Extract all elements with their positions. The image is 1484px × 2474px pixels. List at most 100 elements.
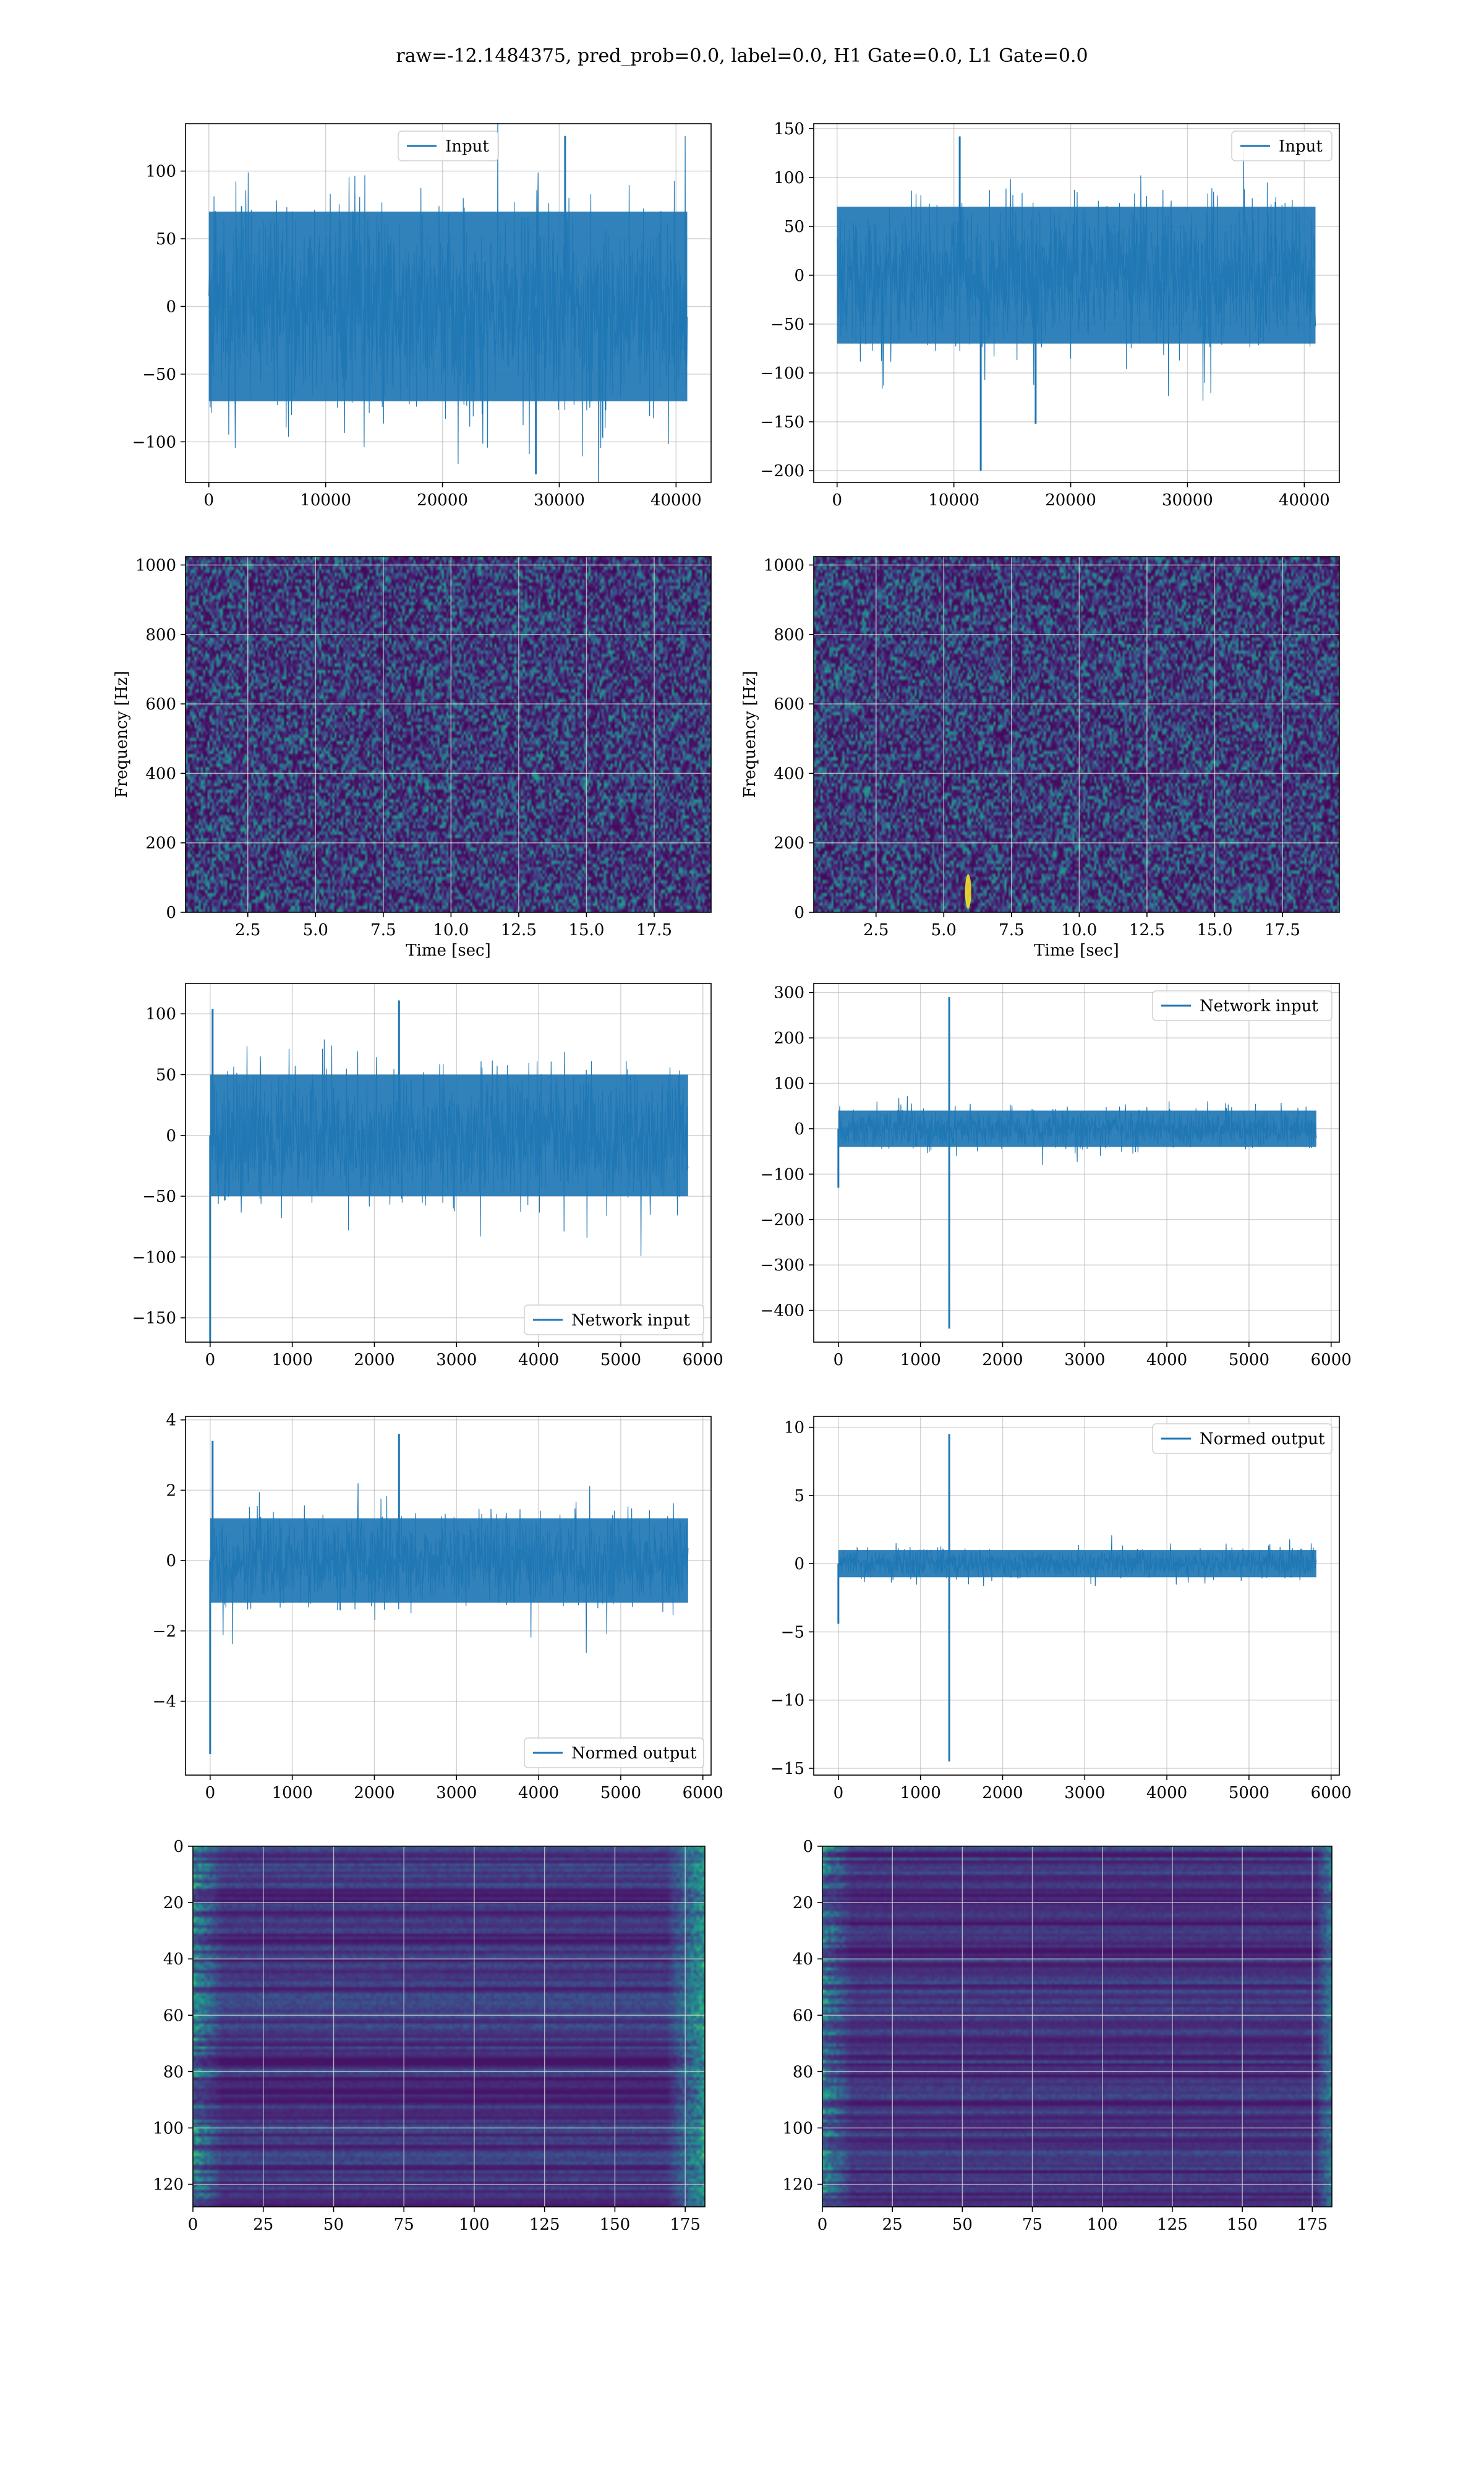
axes-frame	[813, 1416, 1340, 1776]
axes-frame	[185, 556, 712, 913]
x-tick-label: 17.5	[1264, 921, 1300, 940]
y-tick-label: 200	[774, 834, 804, 853]
y-tick-label: 0	[166, 1552, 176, 1570]
y-tick-label: 100	[145, 163, 176, 181]
x-tick-label: 1000	[272, 1351, 313, 1369]
x-tick-label: 75	[394, 2215, 414, 2234]
y-tick-label: 0	[166, 1127, 176, 1145]
x-tick-label: 12.5	[1129, 921, 1165, 940]
legend-box	[1152, 1423, 1333, 1454]
y-tick-label: −200	[761, 1211, 804, 1230]
legend-box	[1231, 131, 1333, 161]
subplot-h1-network-input: 0 1000 2000 3000 4000 5000 6000 −150 −100 −50 0 50 1…	[132, 983, 723, 1369]
y-tick-label: −4	[153, 1693, 176, 1711]
x-tick-label: 75	[1022, 2215, 1043, 2234]
y-tick-label: 1000	[764, 556, 804, 575]
y-tick-label: −200	[761, 462, 804, 481]
x-tick-label: 0	[834, 1351, 844, 1369]
x-tick-label: 12.5	[501, 921, 537, 940]
y-tick-label: −300	[761, 1256, 804, 1275]
x-tick-label: 5000	[600, 1784, 641, 1802]
heatmap-image	[814, 557, 1339, 912]
x-tick-label: 10000	[300, 491, 351, 510]
y-tick-label: 400	[774, 764, 804, 783]
y-tick-label: 0	[794, 1120, 804, 1139]
x-tick-label: 4000	[1146, 1351, 1187, 1369]
y-tick-label: 100	[782, 2119, 813, 2138]
x-tick-label: 10.0	[1061, 921, 1097, 940]
legend-box	[524, 1737, 704, 1768]
axes-frame	[192, 1846, 706, 2207]
y-axis-label: Frequency [Hz]	[113, 671, 131, 798]
axes-frame	[822, 1846, 1333, 2207]
y-tick-label: −50	[142, 366, 176, 384]
x-tick-label: 125	[529, 2215, 560, 2234]
y-tick-label: 50	[784, 218, 804, 236]
heatmap-image	[186, 557, 711, 912]
x-tick-label: 40000	[1279, 491, 1330, 510]
x-tick-label: 30000	[1162, 491, 1213, 510]
axes-frame	[185, 983, 712, 1343]
x-tick-label: 5000	[1229, 1351, 1269, 1369]
plot-area	[814, 1416, 1339, 1775]
plot-area	[193, 1846, 705, 2207]
x-tick-label: 7.5	[370, 921, 396, 940]
series-envelope	[838, 1110, 1316, 1147]
y-tick-label: 40	[793, 1950, 813, 1969]
x-tick-label: 175	[670, 2215, 701, 2234]
x-tick-label: 17.5	[636, 921, 672, 940]
x-tick-label: 5.0	[303, 921, 328, 940]
x-tick-label: 1000	[272, 1784, 313, 1802]
x-tick-label: 5000	[600, 1351, 641, 1369]
x-tick-label: 150	[1227, 2215, 1258, 2234]
legend: Input	[398, 131, 499, 161]
legend-label: Normed output	[571, 1744, 697, 1763]
y-tick-label: −100	[132, 433, 176, 452]
legend-box	[524, 1304, 704, 1335]
x-tick-label: 30000	[534, 491, 585, 510]
x-tick-label: 25	[253, 2215, 273, 2234]
y-tick-label: −400	[761, 1302, 804, 1320]
y-tick-label: −50	[770, 315, 804, 334]
axes-frame	[185, 1416, 712, 1776]
y-tick-label: 100	[774, 1075, 804, 1094]
legend-label: Input	[1279, 137, 1323, 156]
y-tick-label: 2	[166, 1481, 176, 1500]
x-tick-label: 2000	[354, 1351, 394, 1369]
series-envelope	[838, 1550, 1316, 1578]
x-tick-label: 6000	[1311, 1351, 1352, 1369]
plot-area	[814, 557, 1339, 912]
y-tick-label: −2	[153, 1622, 176, 1641]
x-tick-label: 6000	[683, 1351, 723, 1369]
y-tick-label: −15	[770, 1760, 804, 1778]
y-tick-label: 800	[774, 626, 804, 644]
y-tick-label: 80	[793, 2063, 813, 2081]
series-envelope	[210, 1074, 688, 1197]
y-tick-label: 0	[794, 904, 804, 922]
y-tick-label: 300	[774, 984, 804, 1003]
legend: Network input	[1152, 990, 1333, 1021]
y-tick-label: 0	[166, 904, 176, 922]
subplot-l1-input: 0 10000 20000 30000 40000 −200 −150 −100 −50 0 50 1…	[761, 120, 1340, 510]
y-tick-label: 0	[794, 1555, 804, 1573]
x-tick-label: 150	[600, 2215, 631, 2234]
subplot-h1-spectrogram: 2.5 5.0 7.5 10.0 12.5 15.0 17.5 0 200 400 600 800 10…	[113, 556, 712, 960]
x-tick-label: 10000	[928, 491, 979, 510]
x-tick-label: 25	[882, 2215, 903, 2234]
x-tick-label: 175	[1297, 2215, 1328, 2234]
subplot-l1-network-input: 0 1000 2000 3000 4000 5000 6000−400−300−200−10…	[761, 983, 1352, 1369]
legend-label: Network input	[571, 1311, 690, 1330]
y-tick-label: 150	[774, 120, 804, 139]
x-tick-label: 1000	[900, 1784, 941, 1802]
x-tick-label: 2000	[982, 1351, 1023, 1369]
y-tick-label: −100	[132, 1248, 176, 1267]
x-tick-label: 100	[1087, 2215, 1118, 2234]
plot-area	[814, 124, 1339, 482]
x-tick-label: 0	[817, 2215, 828, 2234]
x-tick-label: 100	[459, 2215, 490, 2234]
x-tick-label: 20000	[417, 491, 468, 510]
x-tick-label: 15.0	[1197, 921, 1233, 940]
figure-suptitle: raw=-12.1484375, pred_prob=0.0, label=0.…	[396, 45, 1088, 67]
x-tick-label: 50	[952, 2215, 973, 2234]
